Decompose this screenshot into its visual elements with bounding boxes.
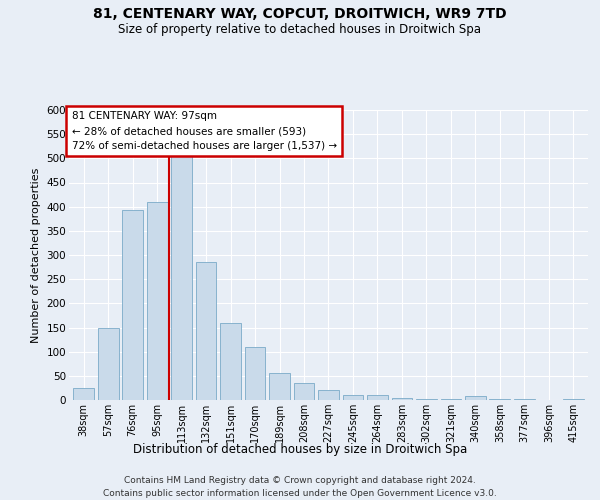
Bar xyxy=(440,399,461,400)
Bar xyxy=(416,399,437,400)
Bar xyxy=(465,396,486,400)
Bar xyxy=(563,399,584,400)
Bar xyxy=(73,388,94,400)
Bar xyxy=(220,322,241,400)
Bar xyxy=(147,202,167,400)
Bar xyxy=(490,399,510,400)
Bar xyxy=(392,398,412,400)
Y-axis label: Number of detached properties: Number of detached properties xyxy=(31,168,41,342)
Text: 81 CENTENARY WAY: 97sqm
← 28% of detached houses are smaller (593)
72% of semi-d: 81 CENTENARY WAY: 97sqm ← 28% of detache… xyxy=(71,112,337,151)
Bar xyxy=(98,328,119,400)
Bar xyxy=(343,395,364,400)
Bar xyxy=(196,262,217,400)
Bar xyxy=(245,347,265,400)
Bar xyxy=(122,210,143,400)
Bar xyxy=(293,383,314,400)
Bar xyxy=(269,374,290,400)
Text: Size of property relative to detached houses in Droitwich Spa: Size of property relative to detached ho… xyxy=(119,22,482,36)
Text: Distribution of detached houses by size in Droitwich Spa: Distribution of detached houses by size … xyxy=(133,442,467,456)
Bar xyxy=(514,399,535,400)
Bar xyxy=(367,395,388,400)
Text: Contains HM Land Registry data © Crown copyright and database right 2024.
Contai: Contains HM Land Registry data © Crown c… xyxy=(103,476,497,498)
Bar xyxy=(318,390,339,400)
Text: 81, CENTENARY WAY, COPCUT, DROITWICH, WR9 7TD: 81, CENTENARY WAY, COPCUT, DROITWICH, WR… xyxy=(93,8,507,22)
Bar xyxy=(171,154,192,400)
